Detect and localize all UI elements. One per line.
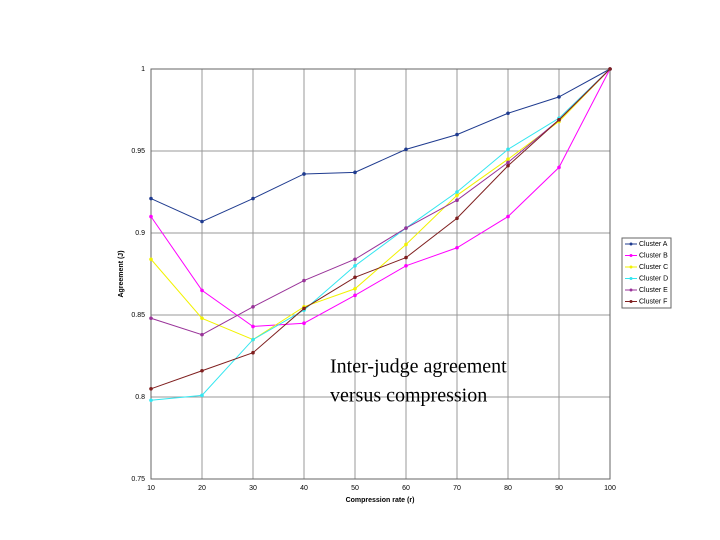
legend-label: Cluster D <box>639 275 668 282</box>
data-point <box>506 111 510 116</box>
data-point <box>455 132 459 137</box>
data-point <box>149 398 153 403</box>
data-point <box>353 286 357 291</box>
legend-marker <box>629 265 633 269</box>
data-point <box>149 196 153 201</box>
legend-label: Cluster A <box>639 241 668 248</box>
x-tick-label: 70 <box>453 485 461 492</box>
data-point <box>353 170 357 175</box>
x-tick-label: 80 <box>504 485 512 492</box>
data-point <box>404 264 408 268</box>
y-tick-label: 0.75 <box>131 476 145 483</box>
plot-frame <box>150 68 611 480</box>
data-point <box>557 118 561 122</box>
data-point <box>506 147 510 152</box>
x-tick-label: 20 <box>198 485 206 492</box>
data-point <box>302 306 306 311</box>
x-axis-label: Compression rate (r) <box>346 497 415 504</box>
data-point <box>353 257 357 262</box>
y-tick-label: 0.8 <box>135 394 145 401</box>
y-tick-label: 0.85 <box>131 312 145 319</box>
legend-box <box>621 237 672 309</box>
data-point <box>404 255 408 260</box>
data-point <box>200 332 204 337</box>
data-point <box>404 242 408 247</box>
x-tick-label: 50 <box>351 485 359 492</box>
data-point <box>302 172 306 176</box>
data-point <box>200 316 204 321</box>
y-tick-label: 1 <box>141 66 145 73</box>
data-point <box>251 324 255 329</box>
data-point <box>506 160 510 165</box>
y-axis-label: Agreement (J) <box>118 250 125 297</box>
series-line <box>150 68 611 336</box>
data-point <box>251 305 255 309</box>
data-point <box>455 245 459 250</box>
legend-marker <box>629 288 633 292</box>
data-point <box>353 264 357 268</box>
data-point <box>557 95 561 99</box>
data-point <box>506 214 510 219</box>
data-point <box>149 316 153 321</box>
data-point <box>149 387 153 391</box>
data-point <box>353 275 357 280</box>
data-point <box>557 165 561 170</box>
annotation: Inter-judge agreement <box>330 356 507 378</box>
data-point <box>353 293 357 298</box>
y-tick-label: 0.95 <box>131 148 145 155</box>
data-point <box>149 214 153 219</box>
x-tick-label: 100 <box>604 485 616 492</box>
y-tick-label: 0.9 <box>135 230 145 237</box>
data-point <box>506 157 510 161</box>
data-point <box>455 193 459 198</box>
legend-label: Cluster E <box>639 287 668 294</box>
series-line <box>150 68 611 327</box>
data-point <box>506 163 510 168</box>
legend-marker <box>629 277 633 280</box>
series-line <box>150 68 611 390</box>
data-point <box>251 350 255 355</box>
x-tick-label: 10 <box>147 485 155 492</box>
x-tick-label: 30 <box>249 485 257 492</box>
legend-marker <box>629 242 633 246</box>
series-line <box>150 68 611 401</box>
legend-label: Cluster C <box>639 264 668 271</box>
legend-label: Cluster F <box>639 298 667 305</box>
data-point <box>608 67 612 71</box>
series-line <box>150 68 611 341</box>
data-point <box>404 226 408 230</box>
data-point <box>200 368 204 373</box>
data-point <box>251 196 255 201</box>
data-point <box>200 393 204 398</box>
data-point <box>251 337 255 342</box>
data-point <box>455 190 459 194</box>
annotation: versus compression <box>330 385 487 407</box>
x-tick-label: 90 <box>555 485 563 492</box>
data-point <box>200 288 204 293</box>
x-tick-label: 40 <box>300 485 308 492</box>
series-line <box>150 68 611 223</box>
x-tick-label: 60 <box>402 485 410 492</box>
data-point <box>455 216 459 221</box>
data-point <box>302 321 306 326</box>
data-point <box>149 257 153 262</box>
legend-marker <box>629 300 633 303</box>
legend-marker <box>629 254 633 257</box>
data-point <box>200 219 204 224</box>
data-point <box>404 147 408 152</box>
legend-label: Cluster B <box>639 252 668 259</box>
data-point <box>455 198 459 202</box>
data-point <box>302 278 306 283</box>
